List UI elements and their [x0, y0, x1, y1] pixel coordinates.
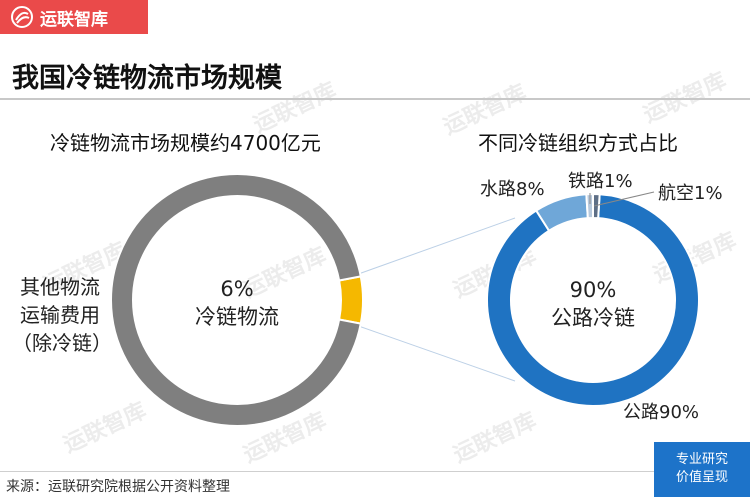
tag-line-1: 专业研究 [675, 452, 728, 467]
leader-line-air [593, 191, 655, 207]
left-outer-label-line1: 其他物流 [20, 275, 100, 299]
page-title: 我国冷链物流市场规模 [12, 63, 282, 94]
brand-badge: 运联智库 [0, 0, 148, 34]
source-note: 来源：运联研究院根据公开资料整理 [6, 479, 230, 495]
donut-slice-3 [592, 192, 601, 220]
donut-slice-0 [337, 275, 364, 325]
slice-label-air: 航空1% [658, 183, 723, 204]
slice-label-rail: 铁路1% [568, 171, 633, 192]
left-outer-label-line3: （除冷链） [12, 331, 112, 355]
left-center-value: 6% [220, 277, 253, 301]
tag-badge: 专业研究 价值呈现 [654, 442, 750, 497]
slice-label-road: 公路90% [623, 402, 699, 423]
left-outer-label-line2: 运输费用 [20, 303, 100, 327]
footer-divider [0, 471, 750, 472]
title-divider [0, 98, 750, 100]
right-chart-title: 不同冷链组织方式占比 [478, 131, 678, 155]
donut-slice-1 [110, 173, 362, 427]
right-donut [486, 192, 700, 407]
connector-line-top [349, 217, 516, 278]
tag-line-2: 价值呈现 [675, 470, 728, 485]
left-center-name: 冷链物流 [195, 305, 279, 329]
right-center-value: 90% [570, 278, 617, 302]
left-chart-title: 冷链物流市场规模约4700亿元 [50, 131, 321, 155]
left-donut [110, 173, 364, 427]
brand-logo-icon [11, 6, 33, 28]
brand-name: 运联智库 [40, 9, 108, 30]
donut-slice-0 [486, 193, 700, 407]
connector-line-bottom [349, 322, 516, 382]
right-center-name: 公路冷链 [551, 306, 635, 330]
slice-label-water: 水路8% [480, 179, 545, 200]
